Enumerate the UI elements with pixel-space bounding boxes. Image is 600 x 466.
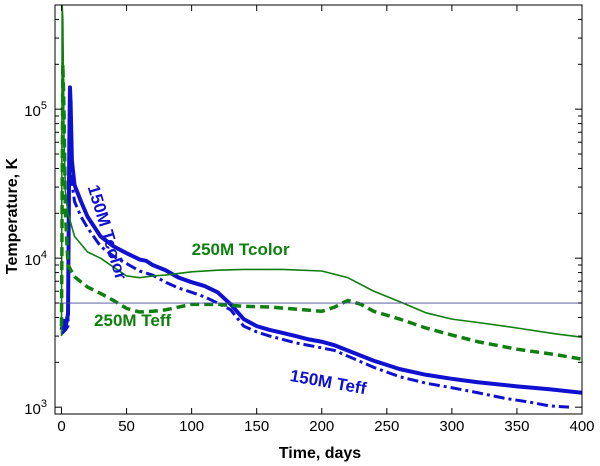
series-line-150m-tcolor (59, 85, 582, 395)
x-axis-ticks: 0 50 100 150 200 250 300 350 400 (57, 5, 595, 435)
x-tick-label: 50 (118, 418, 135, 435)
x-tick-label: 350 (504, 418, 529, 435)
series-line-150m-teff (60, 122, 570, 409)
y-axis-ticks: 103 104 105 (24, 4, 582, 418)
y-tick-label: 105 (24, 100, 47, 120)
series-line-250m-teff (59, 62, 582, 361)
y-axis-label: Temperature, K (4, 157, 21, 274)
x-tick-label: 0 (57, 418, 65, 435)
annotation-250m-teff: 250M Teff (94, 311, 171, 330)
x-tick-label: 400 (569, 418, 594, 435)
x-tick-label: 250 (374, 418, 399, 435)
y-tick-label: 103 (24, 398, 47, 418)
annotation-250m-tcolor: 250M Tcolor (192, 240, 290, 259)
x-tick-label: 100 (179, 418, 204, 435)
x-tick-label: 300 (439, 418, 464, 435)
x-tick-label: 150 (244, 418, 269, 435)
x-axis-label: Time, days (279, 445, 362, 462)
series-group (55, 5, 582, 409)
series-line-250m-tcolor (60, 5, 582, 338)
y-tick-label: 104 (24, 249, 47, 269)
x-tick-label: 200 (309, 418, 334, 435)
plot-frame (54, 4, 583, 415)
